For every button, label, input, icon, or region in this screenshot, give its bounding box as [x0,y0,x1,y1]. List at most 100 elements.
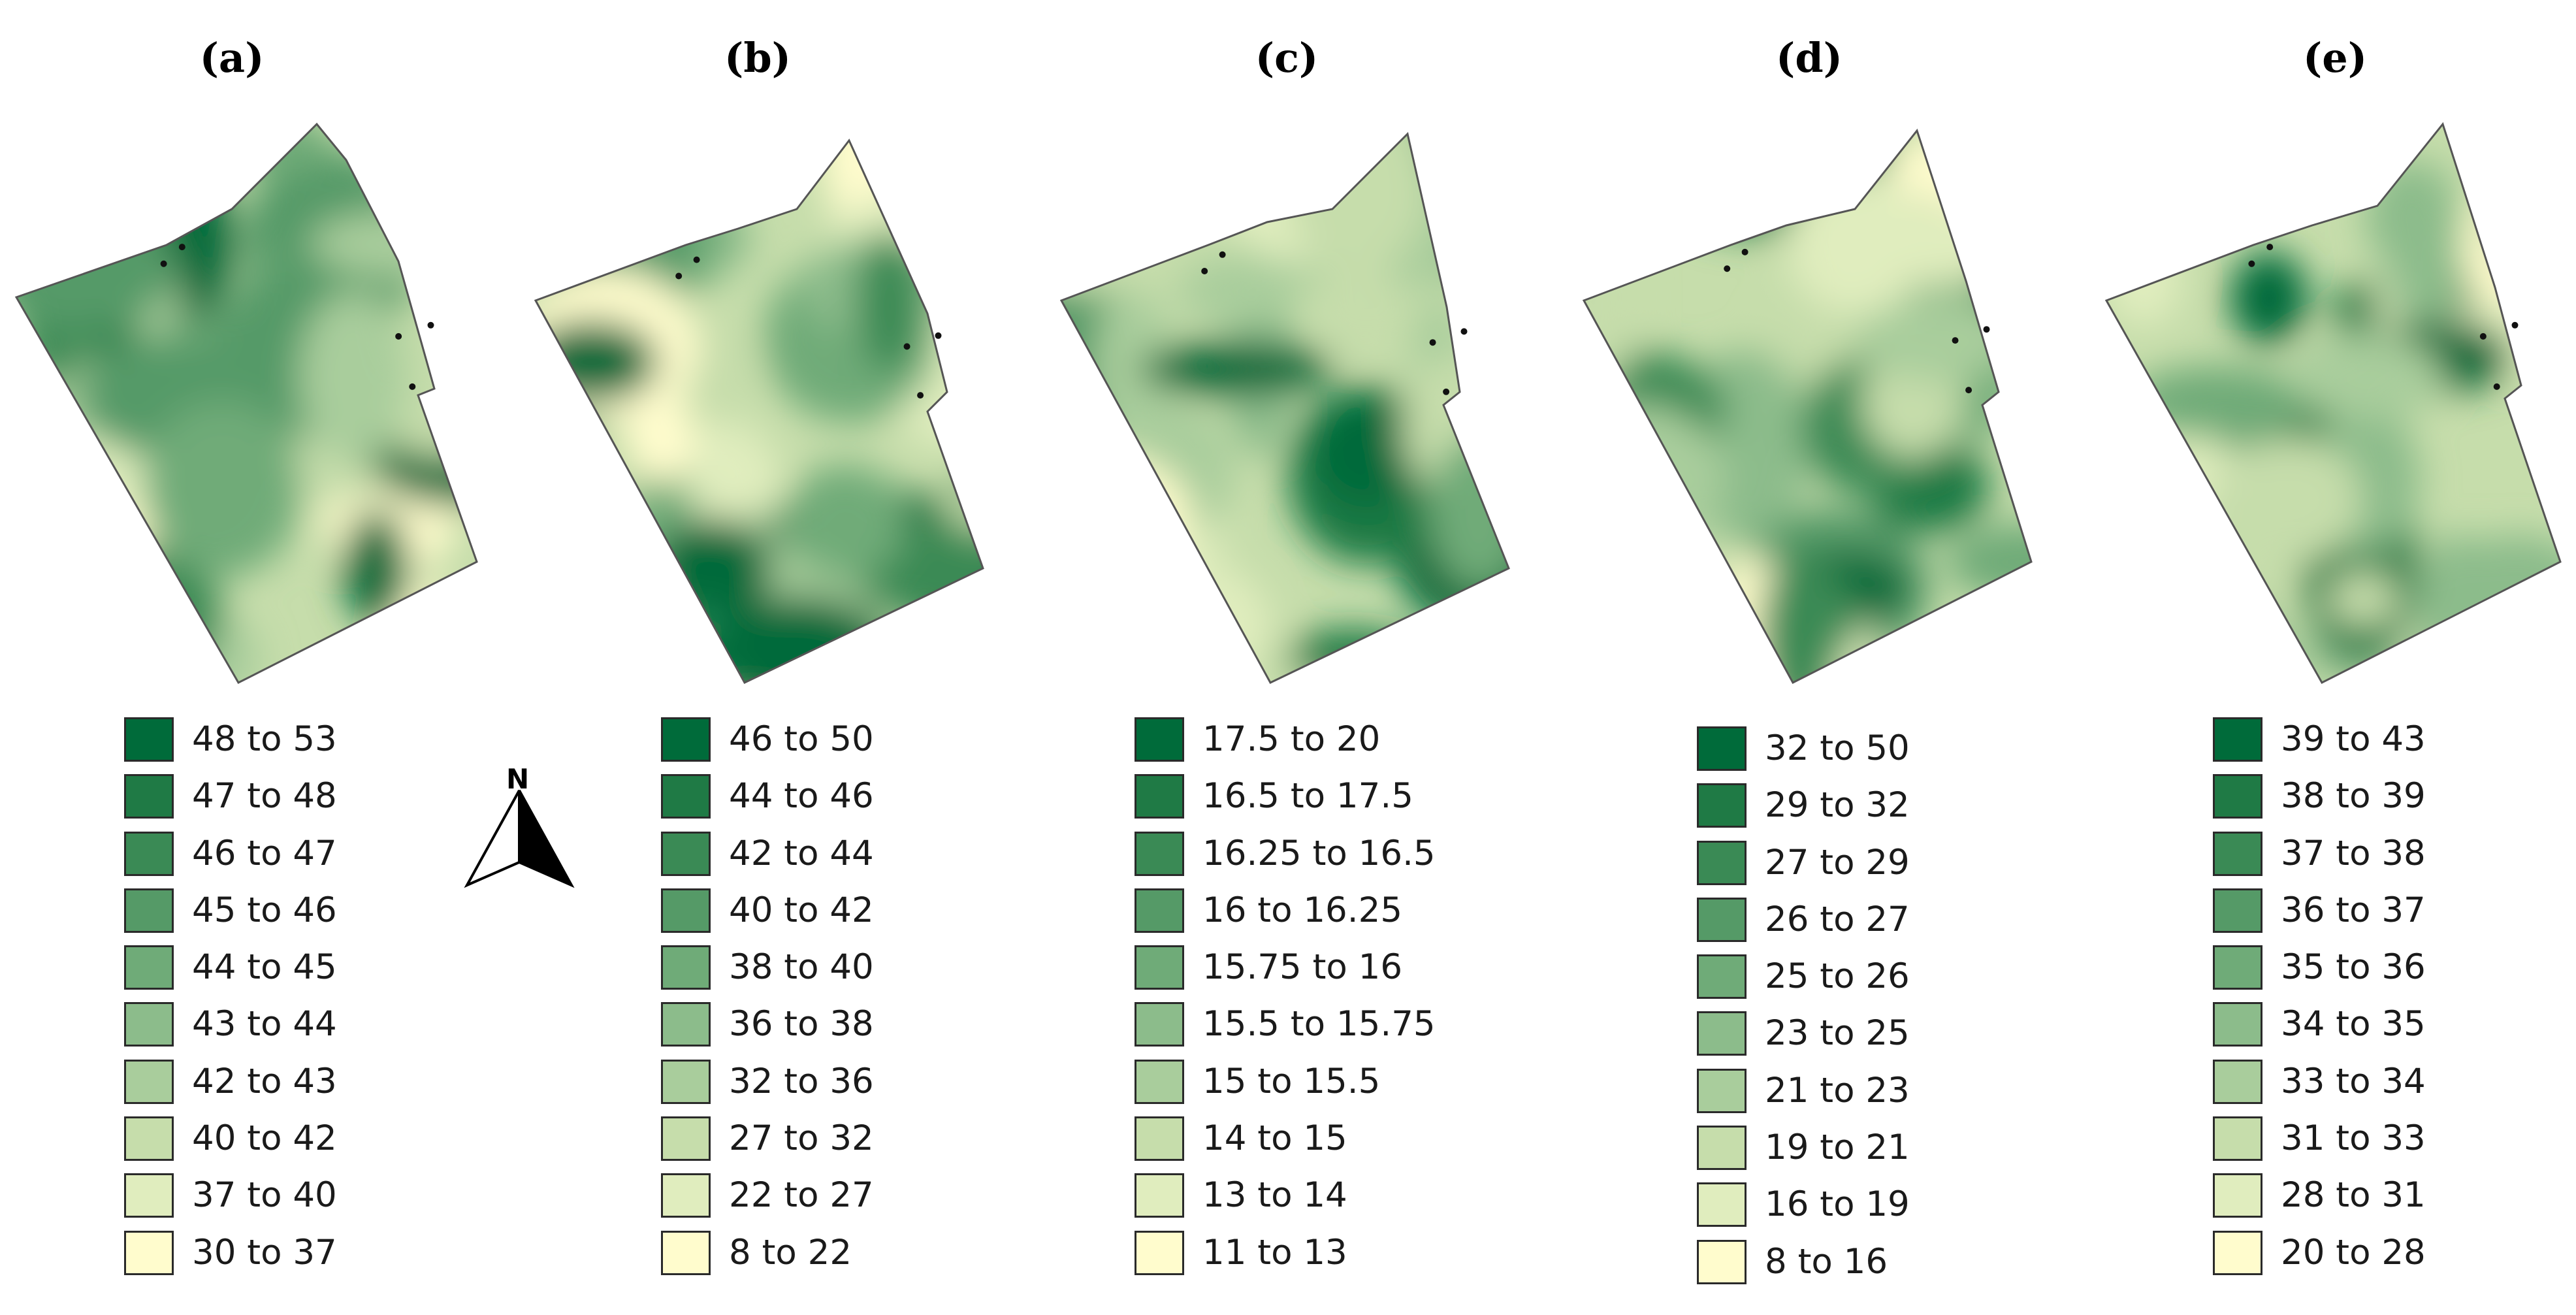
legend-swatch [1697,1068,1747,1113]
legend-label: 13 to 14 [1202,1175,1347,1216]
legend-swatch [1135,831,1184,876]
legend-swatch [661,1059,711,1104]
legend-swatch [1135,1230,1184,1275]
legend-label: 16.25 to 16.5 [1202,833,1436,873]
sample-point [2493,383,2500,390]
panel-label-a: (a) [199,34,265,82]
legend-label: 37 to 38 [2281,833,2426,873]
legend-label: 27 to 32 [729,1118,874,1159]
legend-label: 35 to 36 [2281,947,2426,988]
sample-point [2266,244,2274,251]
legend-swatch [1697,1126,1747,1171]
legend-label: 8 to 22 [729,1232,852,1273]
north-arrow-icon [464,790,575,888]
legend-swatch [661,774,711,819]
legend-swatch [124,945,174,990]
legend-swatch [2213,1002,2262,1047]
legend-swatch [1697,726,1747,771]
legend-label: 43 to 44 [192,1004,337,1045]
legend-swatch [2213,1059,2262,1104]
legend-label: 29 to 32 [1765,785,1910,826]
sample-point [917,392,924,399]
legend-label: 16.5 to 17.5 [1202,776,1413,817]
legend-swatch [1697,1239,1747,1284]
sample-point [935,332,942,339]
legend-swatch [124,1059,174,1104]
panel-label-c: (c) [1255,34,1319,82]
sample-point [1460,328,1468,335]
legend-swatch [124,1230,174,1275]
panel-label-b: (b) [724,34,792,82]
legend-swatch [661,831,711,876]
legend-label: 36 to 37 [2281,890,2426,930]
legend-label: 47 to 48 [192,776,337,817]
legend-label: 44 to 46 [729,776,874,817]
legend-swatch [1697,783,1747,828]
sample-point [409,383,416,390]
legend-label: 22 to 27 [729,1175,874,1216]
legend-swatch [2213,1116,2262,1161]
legend-label: 42 to 43 [192,1061,337,1101]
legend-swatch [124,831,174,876]
legend-label: 23 to 25 [1765,1013,1910,1054]
panel-label-d: (d) [1775,34,1843,82]
legend-swatch [2213,1173,2262,1218]
legend-swatch [1697,1182,1747,1227]
legend-label: 8 to 16 [1765,1241,1888,1282]
legend-swatch [1135,888,1184,933]
legend-label: 15.75 to 16 [1202,947,1403,988]
field-map-a [14,122,478,684]
sample-point [427,321,434,329]
legend-swatch [1135,774,1184,819]
legend-label: 15 to 15.5 [1202,1061,1381,1101]
legend-swatch [1135,1059,1184,1104]
legend-label: 40 to 42 [729,890,874,930]
legend-label: 19 to 21 [1765,1128,1910,1168]
legend-swatch [2213,1230,2262,1275]
legend-swatch [661,717,711,762]
legend-swatch [1697,954,1747,999]
sample-point [1952,337,1959,344]
legend-label: 32 to 50 [1765,728,1910,768]
legend-swatch [1135,717,1184,762]
legend-label: 34 to 35 [2281,1004,2426,1045]
field-map-d [1582,128,2033,684]
legend-label: 16 to 19 [1765,1184,1910,1225]
legend-label: 44 to 45 [192,947,337,988]
legend-swatch [2213,831,2262,876]
legend-swatch [124,888,174,933]
field-map-c [1059,132,1510,684]
legend-label: 20 to 28 [2281,1232,2426,1273]
legend-label: 38 to 39 [2281,776,2426,817]
legend-label: 17.5 to 20 [1202,719,1381,759]
legend-swatch [2213,888,2262,933]
legend-label: 46 to 47 [192,833,337,873]
sample-point [1219,251,1226,258]
legend-swatch [1135,945,1184,990]
legend-label: 38 to 40 [729,947,874,988]
legend-swatch [2213,774,2262,819]
legend-label: 33 to 34 [2281,1061,2426,1101]
legend-label: 37 to 40 [192,1175,337,1216]
sample-point [675,272,683,280]
legend-label: 31 to 33 [2281,1118,2426,1159]
legend-label: 16 to 16.25 [1202,890,1403,930]
legend-label: 46 to 50 [729,719,874,759]
sample-point [2511,321,2519,329]
sample-point [903,343,910,350]
legend-swatch [661,888,711,933]
sample-point [1741,248,1748,255]
legend-label: 42 to 44 [729,833,874,873]
legend-label: 15.5 to 15.75 [1202,1004,1436,1045]
sample-point [693,256,700,263]
legend-label: 25 to 26 [1765,956,1910,997]
legend-label: 28 to 31 [2281,1175,2426,1216]
legend-swatch [661,945,711,990]
sample-point [2248,260,2255,267]
sample-point [1724,265,1731,272]
legend-swatch [124,717,174,762]
field-map-e [2104,122,2562,684]
sample-point [1983,326,1990,333]
legend-swatch [661,1230,711,1275]
